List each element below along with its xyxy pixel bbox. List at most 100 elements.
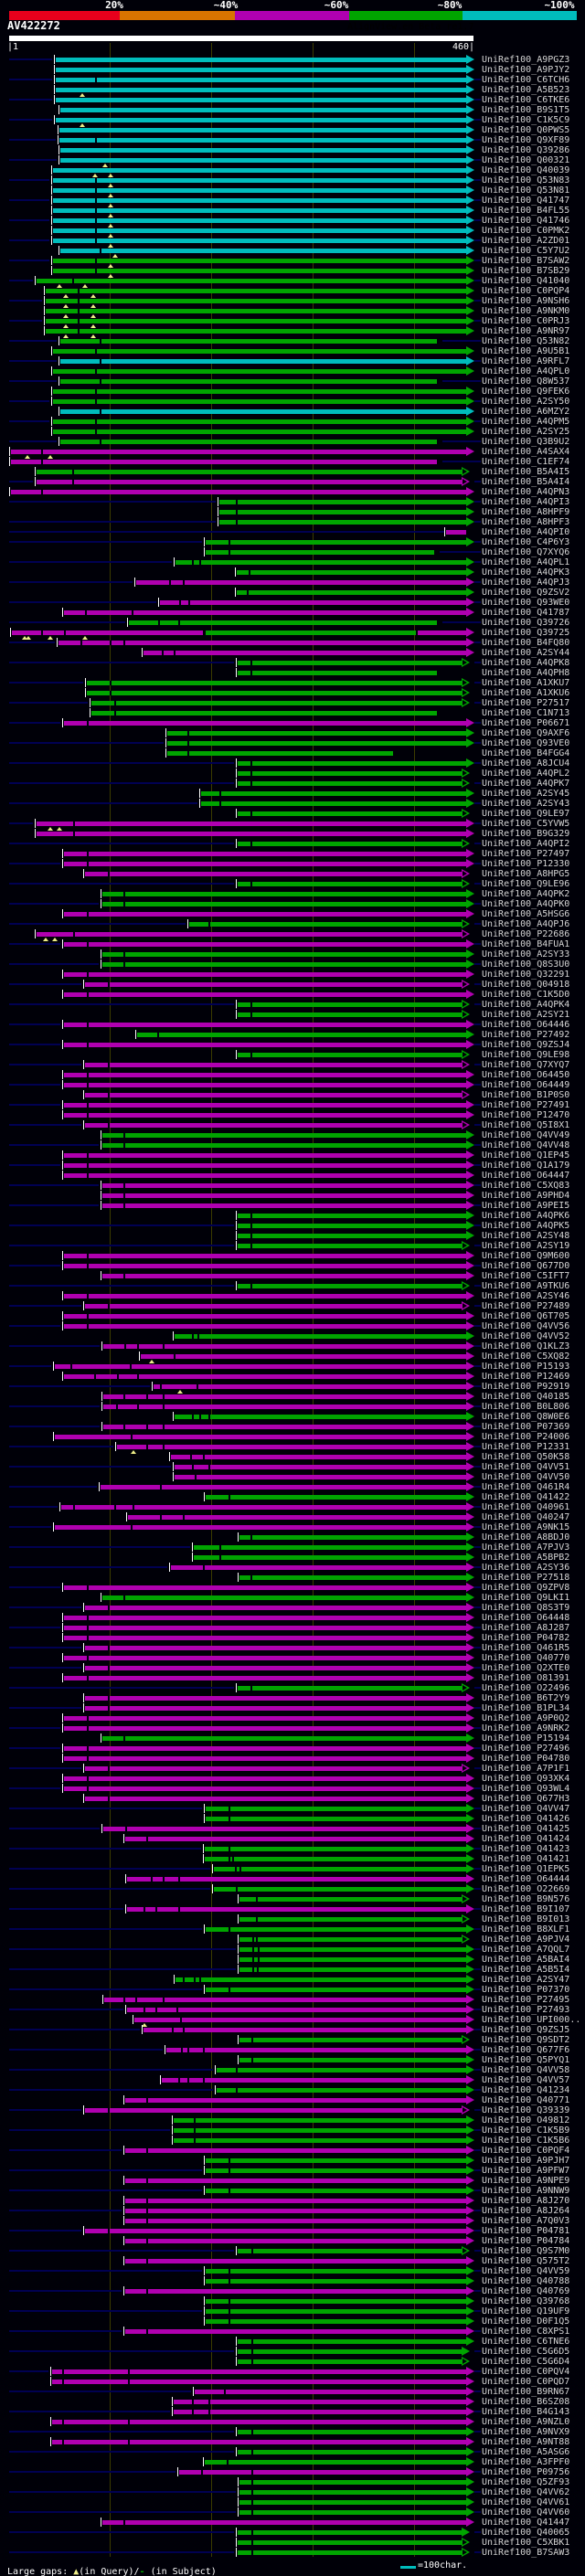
hit-row[interactable]: UniRef100_B6SZ08 [0,2397,585,2407]
hit-label[interactable]: UniRef100_A8J287 [482,1623,570,1633]
hit-row[interactable]: UniRef100_B5A4I5 [0,467,585,477]
hit-label[interactable]: UniRef100_Q00321 [482,155,570,165]
hit-row[interactable]: UniRef100_B7SAW3 [0,2548,585,2558]
hit-row[interactable]: UniRef100_Q4VV60 [0,2507,585,2518]
hit-label[interactable]: UniRef100_B9I107 [482,1904,570,1914]
hit-label[interactable]: UniRef100_B5A4I4 [482,477,570,487]
hit-row[interactable]: UniRef100_A4QPL2 [0,769,585,779]
hit-label[interactable]: UniRef100_C1EF74 [482,457,570,467]
hit-row[interactable]: UniRef100_A4QPK8 [0,658,585,668]
hit-row[interactable]: UniRef100_C5XQ83 [0,1181,585,1191]
hit-label[interactable]: UniRef100_A2SY21 [482,1010,570,1020]
hit-row[interactable]: UniRef100_Q41040 [0,276,585,288]
hit-row[interactable]: UniRef100_Q9ZSJ4 [0,1040,585,1050]
hit-label[interactable]: UniRef100_B4FQ80 [482,638,570,648]
hit-label[interactable]: UniRef100_Q40961 [482,1502,570,1512]
hit-row[interactable]: UniRef100_Q7XYQ7 [0,1060,585,1070]
hit-label[interactable]: UniRef100_Q9LE97 [482,809,570,819]
hit-row[interactable]: UniRef100_B7SB29 [0,266,585,278]
hit-row[interactable]: UniRef100_A3FPF0 [0,2457,585,2467]
hit-label[interactable]: UniRef100_B1P0S0 [482,1090,570,1100]
hit-row[interactable]: UniRef100_A5HSG6 [0,909,585,919]
hit-row[interactable]: UniRef100_Q677D0 [0,1261,585,1271]
hit-label[interactable]: UniRef100_Q04918 [482,980,570,990]
hit-row[interactable]: UniRef100_A5BPB2 [0,1553,585,1563]
hit-label[interactable]: UniRef100_A7P1F1 [482,1764,570,1774]
hit-label[interactable]: UniRef100_A2SY46 [482,1291,570,1301]
hit-label[interactable]: UniRef100_Q4VV62 [482,2487,570,2497]
hit-label[interactable]: UniRef100_P06671 [482,718,570,728]
hit-label[interactable]: UniRef100_Q93XK4 [482,1774,570,1784]
hit-label[interactable]: UniRef100_Q7XYQ6 [482,547,570,557]
hit-row[interactable]: UniRef100_Q9LE98 [0,1050,585,1060]
hit-label[interactable]: UniRef100_C0PQV4 [482,2367,570,2377]
hit-label[interactable]: UniRef100_A4QPI2 [482,839,570,849]
hit-label[interactable]: UniRef100_Q41423 [482,1844,570,1854]
hit-label[interactable]: UniRef100_A4QPJ6 [482,919,570,929]
hit-label[interactable]: UniRef100_B6T2Y9 [482,1693,570,1703]
hit-row[interactable]: UniRef100_A9PJH7 [0,2156,585,2166]
hit-row[interactable]: UniRef100_B1PL34 [0,1703,585,1713]
hit-label[interactable]: UniRef100_O22669 [482,1884,570,1894]
hit-label[interactable]: UniRef100_Q461R4 [482,1482,570,1492]
hit-label[interactable]: UniRef100_Q40185 [482,1392,570,1402]
hit-row[interactable]: UniRef100_Q8S3U0 [0,959,585,970]
hit-label[interactable]: UniRef100_Q4VV47 [482,1804,570,1814]
hit-row[interactable]: UniRef100_Q6T705 [0,1311,585,1321]
hit-row[interactable]: UniRef100_P24006 [0,1432,585,1442]
hit-row[interactable]: UniRef100_A2SY33 [0,949,585,959]
hit-row[interactable]: UniRef100_C1K5D0 [0,990,585,1000]
hit-row[interactable]: UniRef100_O64446 [0,1020,585,1030]
hit-row[interactable]: UniRef100_A2SY25 [0,427,585,437]
hit-row[interactable]: UniRef100_A2SY46 [0,1291,585,1301]
hit-row[interactable]: UniRef100_A9NSH6 [0,296,585,308]
hit-label[interactable]: UniRef100_Q4VV51 [482,1462,570,1472]
hit-row[interactable]: UniRef100_Q4VV59 [0,2266,585,2276]
hit-row[interactable]: UniRef100_P15193 [0,1362,585,1372]
hit-label[interactable]: UniRef100_Q41040 [482,276,570,286]
hit-row[interactable]: UniRef100_B1P0S0 [0,1090,585,1100]
hit-label[interactable]: UniRef100_Q1EP45 [482,1150,570,1161]
hit-label[interactable]: UniRef100_Q1EPK5 [482,1864,570,1874]
hit-row[interactable]: UniRef100_Q93VE0 [0,738,585,748]
hit-label[interactable]: UniRef100_A2SY19 [482,1241,570,1251]
hit-label[interactable]: UniRef100_Q50K58 [482,1452,570,1462]
hit-label[interactable]: UniRef100_Q4VV49 [482,1130,570,1140]
hit-row[interactable]: UniRef100_A9NNW9 [0,2186,585,2196]
hit-label[interactable]: UniRef100_P27493 [482,2005,570,2015]
hit-label[interactable]: UniRef100_Q41422 [482,1492,570,1502]
hit-row[interactable]: UniRef100_B4FL55 [0,206,585,217]
hit-row[interactable]: UniRef100_Q9ZPV8 [0,1583,585,1593]
hit-row[interactable]: UniRef100_Q41787 [0,608,585,618]
hit-label[interactable]: UniRef100_O64450 [482,1070,570,1080]
hit-row[interactable]: UniRef100_Q461R4 [0,1482,585,1492]
hit-row[interactable]: UniRef100_A5ASG6 [0,2447,585,2457]
hit-label[interactable]: UniRef100_A5ASG6 [482,2447,570,2457]
hit-label[interactable]: UniRef100_A1XKU7 [482,678,570,688]
hit-row[interactable]: UniRef100_A4QPK0 [0,899,585,909]
hit-row[interactable]: UniRef100_Q9M600 [0,1251,585,1261]
hit-row[interactable]: UniRef100_D0F1Q5 [0,2316,585,2327]
hit-row[interactable]: UniRef100_Q9LE96 [0,879,585,889]
hit-row[interactable]: UniRef100_O22669 [0,1884,585,1894]
hit-row[interactable]: UniRef100_C5G6D5 [0,2347,585,2357]
hit-row[interactable]: UniRef100_A2SY47 [0,1975,585,1985]
hit-row[interactable]: UniRef100_A9NT88 [0,2437,585,2447]
hit-label[interactable]: UniRef100_Q41447 [482,2518,570,2528]
hit-label[interactable]: UniRef100_B0L806 [482,1402,570,1412]
hit-label[interactable]: UniRef100_B6SZ08 [482,2397,570,2407]
hit-label[interactable]: UniRef100_Q8S3U0 [482,959,570,970]
hit-row[interactable]: UniRef100_A7Q0V3 [0,2216,585,2226]
hit-row[interactable]: UniRef100_Q4VV58 [0,2065,585,2075]
hit-row[interactable]: UniRef100_A7P1F1 [0,1764,585,1774]
hit-row[interactable]: UniRef100_C6TCH6 [0,75,585,85]
hit-label[interactable]: UniRef100_Q5ZF93 [482,2477,570,2487]
hit-row[interactable]: UniRef100_A4QPJ3 [0,578,585,588]
hit-label[interactable]: UniRef100_A4QPH8 [482,668,570,678]
hit-label[interactable]: UniRef100_P07369 [482,1422,570,1432]
hit-label[interactable]: UniRef100_A2SY36 [482,1563,570,1573]
hit-row[interactable]: UniRef100_A8HPG5 [0,869,585,879]
hit-row[interactable]: UniRef100_P27495 [0,1995,585,2005]
hit-row[interactable]: UniRef100_C8XPS1 [0,2327,585,2337]
hit-label[interactable]: UniRef100_Q40065 [482,2528,570,2538]
